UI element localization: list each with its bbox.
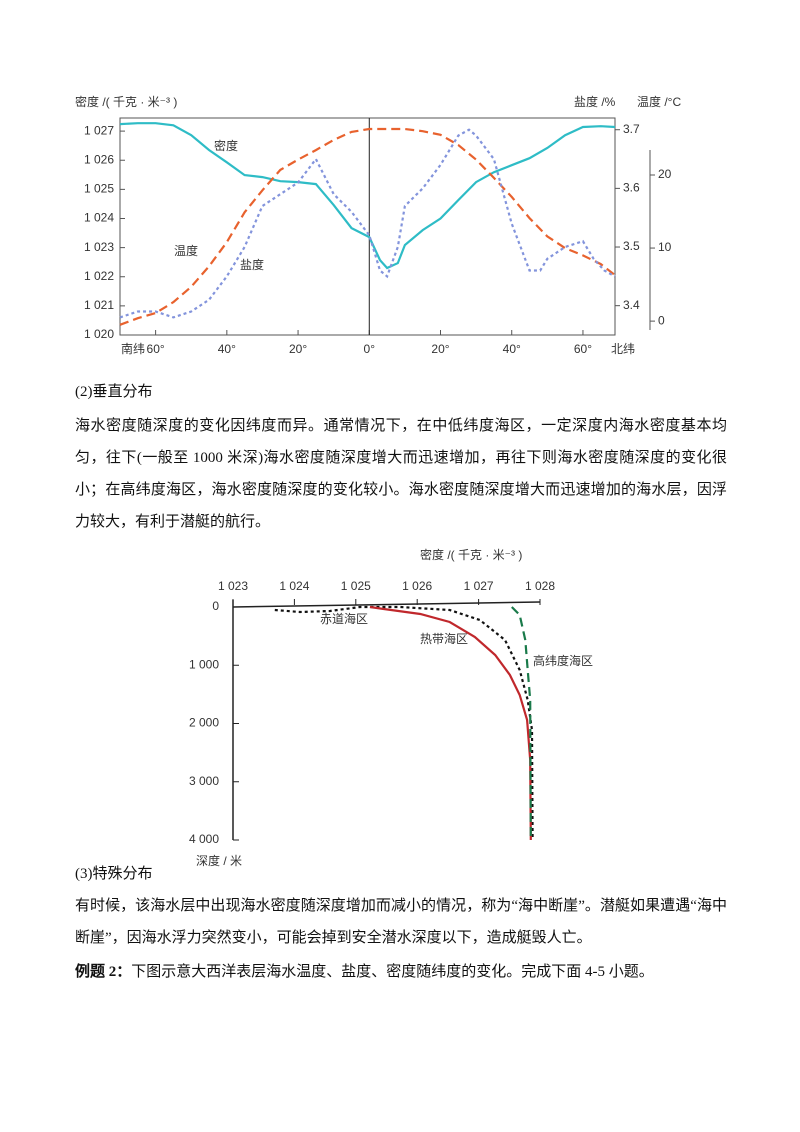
series-line [274,605,534,841]
series-line [511,606,532,841]
y3-tick-label: 20 [658,167,672,181]
x-tick-label: 20° [431,342,449,356]
section-heading: (3)特殊分布 [75,866,153,882]
y2-tick-label: 3.5 [623,239,640,253]
y2-tick-label: 3.4 [623,298,640,312]
example: 例题 2：下图示意大西洋表层海水温度、盐度、密度随纬度的变化。完成下面 4-5 … [75,956,727,988]
x-tick-label: 1 027 [464,579,494,593]
x-tick-label: 1 028 [525,579,555,593]
y3-axis-title: 温度 /°C [637,94,681,109]
y2-axis-title: 盐度 /% [574,94,616,109]
y-axis-title: 密度 /( 千克 · 米⁻³ ) [75,94,177,109]
depth-chart: 1 023 1 024 1 025 1 026 1 027 1 028 0 1 000 2 00… [189,547,593,868]
x-tick-label: 20° [289,342,307,356]
x-tick-label: 1 025 [341,579,371,593]
x-axis-title: 密度 /( 千克 · 米⁻³ ) [420,547,522,562]
x-tick-label: 40° [218,342,236,356]
y3-tick-label: 10 [658,240,672,254]
paragraph: 有时候，该海水层中出现海水密度随深度增加而减小的情况，称为“海中断崖”。潜艇如果… [75,898,727,946]
example-text: 下图示意大西洋表层海水温度、盐度、密度随纬度的变化。完成下面 4-5 小题。 [131,964,654,980]
x-label-left: 南纬 [121,341,145,356]
plot-frame [119,117,616,336]
series-line [119,127,616,326]
series-label: 高纬度海区 [533,653,593,668]
x-axis [232,601,541,608]
y-tick-label: 1 025 [84,182,114,196]
y-axis-title: 深度 / 米 [196,853,242,868]
x-tick-label: 1 023 [218,579,248,593]
x-tick-label: 40° [503,342,521,356]
x-label-right: 北纬 [611,342,635,356]
y2-tick-label: 3.7 [623,122,640,136]
y-tick-label: 1 021 [84,298,114,312]
x-tick-label: 60° [574,342,592,356]
series-label: 温度 [174,243,198,258]
y-tick-label: 1 000 [189,657,219,671]
section-heading: (2)垂直分布 [75,384,153,400]
series-label: 赤道海区 [320,611,368,626]
y-tick-label: 1 026 [84,152,114,166]
y-tick-label: 4 000 [189,832,219,846]
y-tick-label: 3 000 [189,774,219,788]
y-tick-label: 1 022 [84,269,114,283]
series-line [119,122,616,270]
y3-tick-label: 0 [658,313,665,327]
x-tick-label: 1 024 [279,579,309,593]
series-line [369,605,532,841]
example-label: 例题 2： [75,964,132,980]
y-tick-label: 1 027 [84,123,114,137]
y-tick-label: 0 [212,599,219,613]
series-line [119,128,616,319]
y-tick-label: 1 020 [84,327,114,341]
y-tick-label: 1 023 [84,240,114,254]
y-tick-label: 2 000 [189,716,219,730]
series-label: 热带海区 [420,631,468,646]
y-tick-label: 1 024 [84,211,114,225]
x-tick-label: 1 026 [402,579,432,593]
x-tick-label: 0° [364,342,376,356]
y2-tick-label: 3.6 [623,181,640,195]
x-tick-label: 60° [147,342,165,356]
paragraph: 海水密度随深度的变化因纬度而异。通常情况下，在中低纬度海区，一定深度内海水密度基… [75,418,727,530]
series-label: 密度 [214,138,238,153]
series-label: 盐度 [240,257,264,272]
latitude-chart: 1 020 1 021 1 022 1 023 1 024 1 025 1 026 1 027… [75,94,681,356]
